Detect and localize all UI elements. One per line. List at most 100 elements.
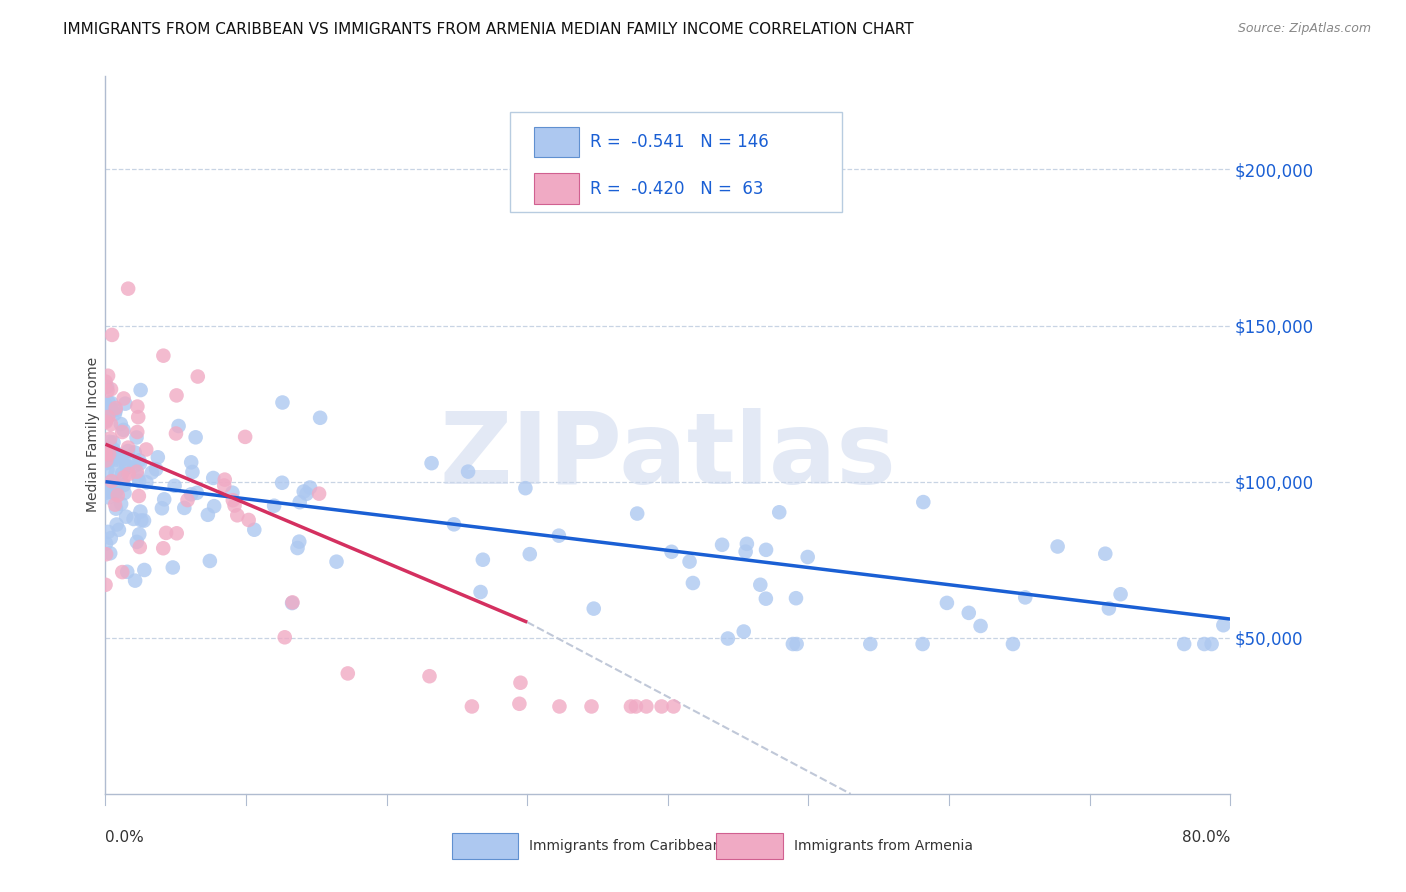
Point — [624, 699, 647, 714]
Y-axis label: Median Family Income: Median Family Income — [86, 358, 100, 512]
Point — [271, 475, 294, 490]
Point — [166, 526, 188, 541]
Point — [1109, 587, 1132, 601]
Point — [173, 500, 195, 515]
Point — [243, 523, 266, 537]
Point — [620, 699, 643, 714]
Point — [115, 565, 138, 579]
Text: Immigrants from Armenia: Immigrants from Armenia — [794, 838, 973, 853]
Point — [124, 445, 146, 459]
Point — [682, 576, 704, 591]
Point — [128, 489, 150, 503]
Point — [418, 669, 440, 683]
Point — [233, 430, 256, 444]
Point — [1098, 601, 1121, 615]
Point — [214, 473, 236, 487]
Point — [222, 493, 245, 508]
Point — [299, 481, 322, 495]
Point — [271, 395, 294, 409]
Point — [471, 552, 494, 566]
Point — [152, 349, 174, 363]
Point — [785, 591, 807, 606]
Point — [96, 384, 118, 398]
Point — [238, 513, 260, 527]
Point — [165, 426, 187, 441]
Point — [117, 441, 139, 455]
Text: 0.0%: 0.0% — [105, 830, 145, 845]
Point — [443, 517, 465, 532]
Point — [101, 453, 124, 467]
Point — [224, 499, 246, 513]
Point — [325, 555, 347, 569]
Point — [134, 563, 156, 577]
Point — [104, 498, 127, 512]
Point — [97, 483, 120, 498]
Point — [1014, 591, 1036, 605]
Point — [184, 430, 207, 444]
Point — [145, 462, 167, 476]
Point — [461, 699, 484, 714]
Point — [1201, 637, 1223, 651]
Point — [94, 486, 117, 500]
Point — [181, 465, 204, 479]
Point — [100, 382, 122, 396]
Point — [911, 637, 934, 651]
Point — [94, 375, 117, 389]
Point — [97, 368, 120, 383]
Text: R =  -0.420   N =  63: R = -0.420 N = 63 — [591, 179, 763, 197]
Point — [103, 442, 125, 457]
Point — [94, 446, 117, 460]
Point — [796, 549, 818, 564]
Point — [108, 523, 131, 537]
Point — [115, 458, 138, 473]
Point — [180, 487, 202, 501]
Point — [735, 537, 758, 551]
Point — [969, 619, 991, 633]
Point — [118, 467, 141, 481]
Point — [176, 493, 198, 508]
Text: IMMIGRANTS FROM CARIBBEAN VS IMMIGRANTS FROM ARMENIA MEDIAN FAMILY INCOME CORREL: IMMIGRANTS FROM CARIBBEAN VS IMMIGRANTS … — [63, 22, 914, 37]
Point — [96, 456, 118, 470]
Point — [152, 541, 174, 556]
Point — [470, 585, 492, 599]
Point — [104, 401, 127, 416]
FancyBboxPatch shape — [510, 112, 842, 212]
Point — [97, 449, 120, 463]
Point — [274, 630, 297, 644]
Point — [717, 632, 740, 646]
Point — [124, 458, 146, 473]
Point — [221, 485, 243, 500]
Point — [288, 495, 311, 509]
Point — [97, 491, 120, 505]
Point — [457, 465, 479, 479]
Point — [1046, 540, 1069, 554]
Point — [129, 457, 152, 471]
Point — [651, 699, 673, 714]
Point — [150, 501, 173, 516]
Point — [94, 578, 117, 592]
Point — [100, 474, 122, 488]
Point — [127, 410, 149, 425]
Point — [127, 425, 149, 439]
Point — [105, 517, 128, 532]
Point — [1001, 637, 1024, 651]
FancyBboxPatch shape — [451, 832, 519, 858]
Point — [98, 434, 121, 449]
Point — [197, 508, 219, 522]
Point — [336, 666, 359, 681]
Point — [100, 474, 122, 488]
Point — [135, 442, 157, 457]
Point — [155, 525, 177, 540]
Point — [935, 596, 957, 610]
Point — [98, 431, 121, 445]
Point — [97, 481, 120, 495]
Point — [187, 369, 209, 384]
Point — [117, 444, 139, 458]
Point — [104, 403, 127, 417]
Point — [117, 282, 139, 296]
Point — [112, 470, 135, 484]
Point — [581, 699, 603, 714]
Point — [129, 513, 152, 527]
Point — [105, 501, 128, 516]
Point — [420, 456, 443, 470]
